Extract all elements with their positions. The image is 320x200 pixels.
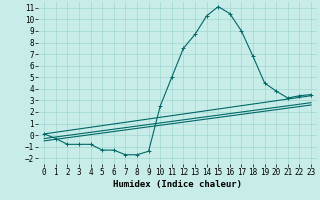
X-axis label: Humidex (Indice chaleur): Humidex (Indice chaleur)	[113, 180, 242, 189]
